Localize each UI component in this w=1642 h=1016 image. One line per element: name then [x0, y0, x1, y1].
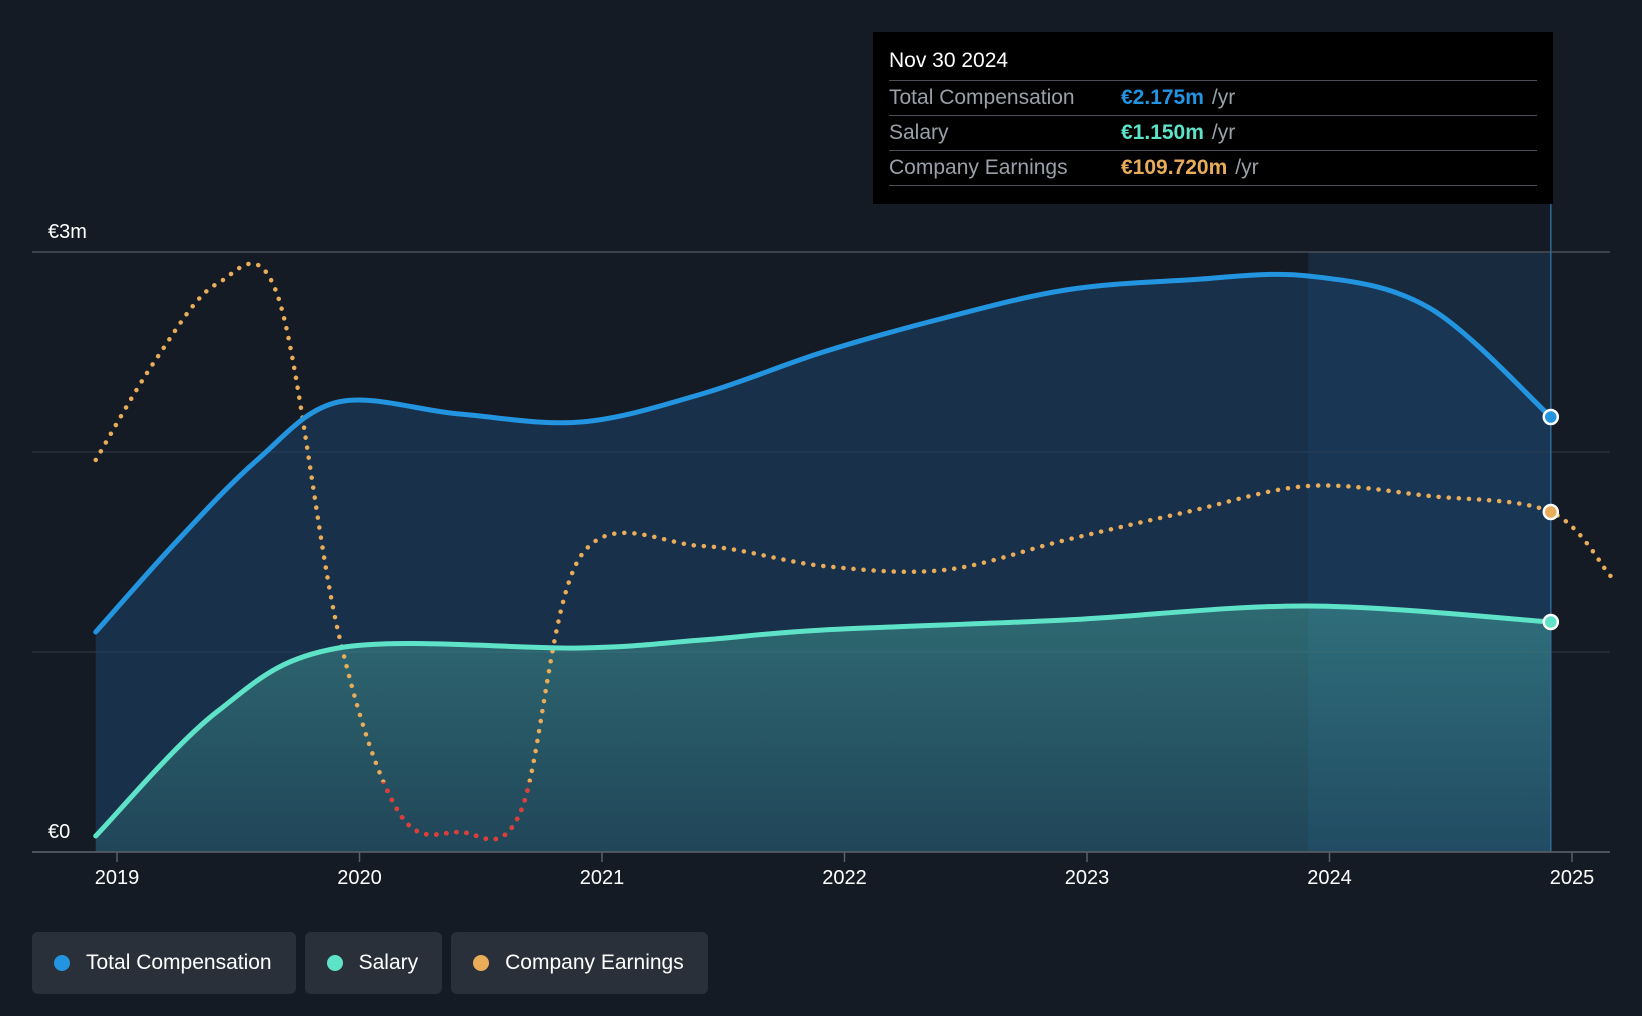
tooltip-label: Total Compensation	[889, 86, 1075, 109]
tooltip-value: €109.720m	[1121, 156, 1228, 179]
x-tick-label: 2024	[1307, 867, 1352, 889]
tooltip-row-total-compensation: Total Compensation €2.175m /yr	[889, 81, 1537, 116]
legend-item-salary[interactable]: Salary	[304, 932, 443, 994]
tooltip-label: Company Earnings	[889, 156, 1068, 179]
salary-marker	[1542, 613, 1560, 631]
x-tick-label: 2022	[822, 867, 867, 889]
legend: Total Compensation Salary Company Earnin…	[32, 932, 708, 994]
tooltip-value: €1.150m	[1121, 121, 1204, 144]
legend-dot	[473, 955, 490, 971]
x-axis: 2019 2020 2021 2022 2023 2024 2025	[32, 851, 1610, 889]
x-tick-label: 2025	[1550, 867, 1595, 889]
legend-label: Total Compensation	[86, 951, 272, 974]
legend-dot	[54, 955, 70, 971]
tooltip-unit: /yr	[1211, 121, 1236, 144]
legend-item-total-compensation[interactable]: Total Compensation	[32, 932, 296, 994]
x-tick-label: 2021	[580, 867, 625, 889]
tooltip-unit: /yr	[1235, 156, 1259, 179]
company-earnings-line	[93, 261, 1613, 842]
salary-area	[95, 605, 1551, 852]
legend-label: Salary	[358, 951, 419, 974]
legend-dot	[326, 955, 343, 971]
legend-label: Company Earnings	[505, 951, 684, 974]
x-tick-label: 2019	[95, 867, 140, 889]
end-markers	[1542, 408, 1560, 631]
x-tick-label: 2020	[337, 867, 382, 889]
tooltip-label: Salary	[889, 121, 949, 144]
tooltip: Nov 30 2024 Total Compensation €2.175m /…	[873, 32, 1553, 204]
total-compensation-line	[93, 271, 1554, 635]
company-earnings-marker	[1542, 503, 1560, 521]
y-tick-label: €0	[48, 821, 70, 843]
tooltip-row-salary: Salary €1.150m /yr	[889, 116, 1537, 151]
salary-line	[93, 603, 1554, 839]
tooltip-value: €2.175m	[1121, 86, 1204, 109]
tooltip-unit: /yr	[1211, 86, 1236, 109]
y-axis: €0 €3m	[48, 221, 87, 843]
total-compensation-marker	[1542, 408, 1560, 426]
y-tick-label: €3m	[48, 221, 87, 243]
tooltip-row-company-earnings: Company Earnings €109.720m /yr	[889, 151, 1537, 186]
tooltip-date: Nov 30 2024	[889, 46, 1537, 81]
x-tick-label: 2023	[1065, 867, 1110, 889]
earnings-dotted-line	[93, 261, 1613, 842]
legend-item-company-earnings[interactable]: Company Earnings	[451, 932, 708, 994]
